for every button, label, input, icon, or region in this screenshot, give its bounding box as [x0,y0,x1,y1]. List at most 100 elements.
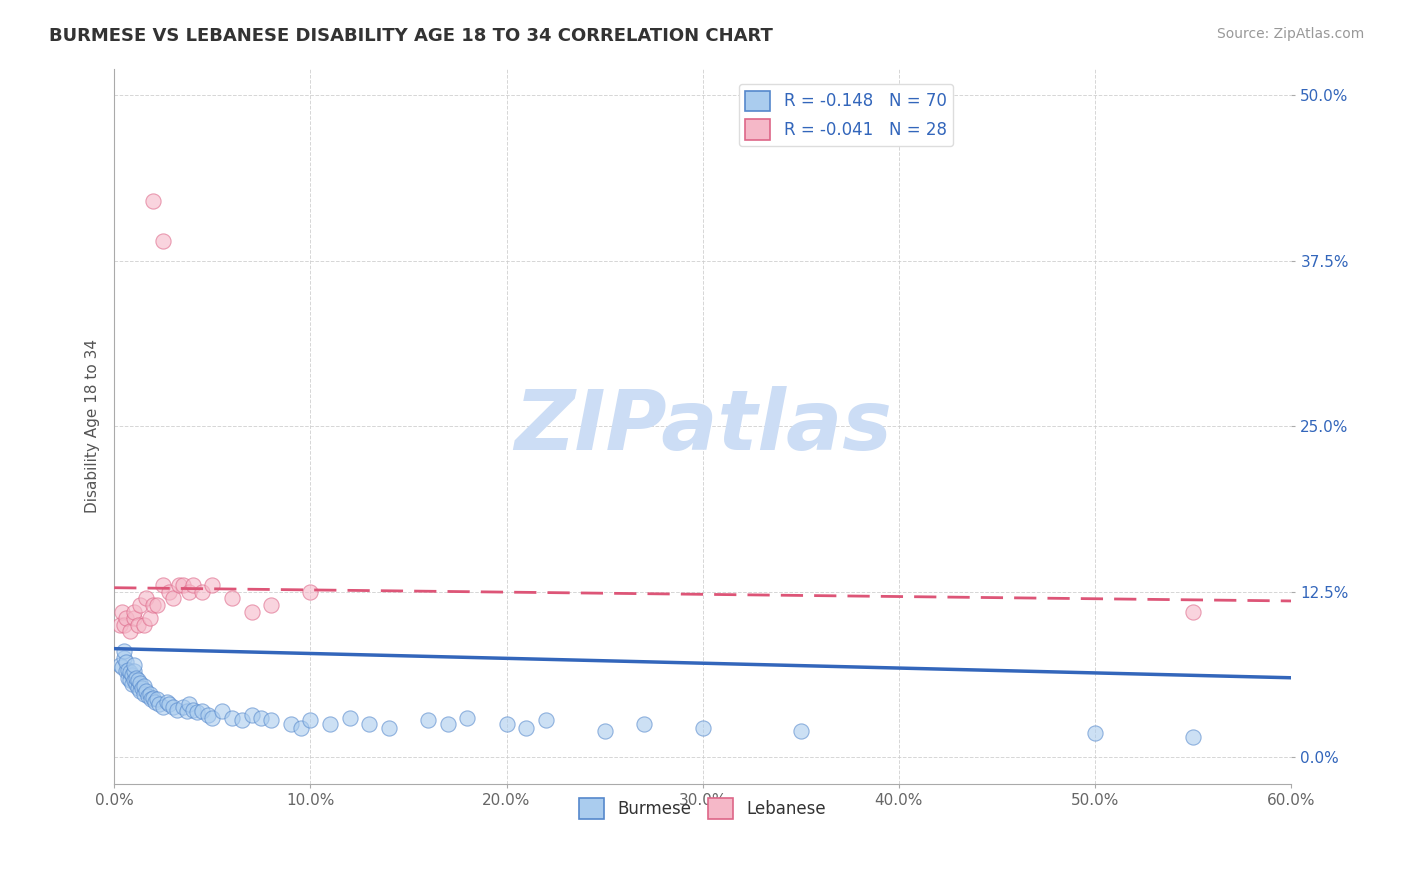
Point [790,723,813,738]
Point [117,663,139,677]
Point [260,713,283,727]
Point [436,717,458,731]
Point [299,584,322,599]
Point [290,721,312,735]
Point [136,690,159,704]
Point [172,578,194,592]
Point [115,611,138,625]
Point [177,698,200,712]
Point [122,664,145,678]
Point [157,698,180,712]
Point [132,617,155,632]
Point [416,713,439,727]
Point [162,591,184,606]
Point [128,598,150,612]
Point [692,721,714,735]
Point [108,617,131,632]
Point [1084,726,1107,740]
Text: ZIPatlas: ZIPatlas [513,385,891,467]
Point [141,692,163,706]
Point [132,679,155,693]
Point [146,692,169,706]
Point [162,700,184,714]
Point [115,655,138,669]
Point [1182,731,1205,745]
Point [176,704,198,718]
Point [118,665,141,680]
Point [260,598,283,612]
Point [201,578,224,592]
Point [221,591,243,606]
Point [128,676,150,690]
Point [201,710,224,724]
Point [138,687,160,701]
Point [145,695,167,709]
Point [359,717,381,731]
Point [148,698,170,712]
Point [127,681,149,696]
Point [156,695,179,709]
Point [127,673,149,688]
Point [191,584,214,599]
Point [181,578,204,592]
Point [167,578,190,592]
Point [117,671,139,685]
Point [515,721,537,735]
Point [125,671,148,685]
Point [122,611,145,625]
Point [112,651,135,665]
Point [534,713,557,727]
Point [138,611,160,625]
Text: BURMESE VS LEBANESE DISABILITY AGE 18 TO 34 CORRELATION CHART: BURMESE VS LEBANESE DISABILITY AGE 18 TO… [49,27,773,45]
Point [280,717,302,731]
Point [132,687,155,701]
Point [118,673,141,688]
Point [177,584,200,599]
Point [172,700,194,714]
Point [112,644,135,658]
Point [593,723,616,738]
Point [122,657,145,672]
Point [378,721,401,735]
Point [633,717,655,731]
Point [122,605,145,619]
Point [146,598,169,612]
Point [186,705,208,719]
Point [121,668,143,682]
Point [111,660,134,674]
Text: Source: ZipAtlas.com: Source: ZipAtlas.com [1216,27,1364,41]
Point [339,710,361,724]
Point [191,704,214,718]
Point [111,605,134,619]
Point [157,584,180,599]
Point [152,234,174,248]
Point [121,677,143,691]
Point [211,704,233,718]
Legend: Burmese, Lebanese: Burmese, Lebanese [572,792,832,825]
Point [118,624,141,639]
Point [166,702,188,716]
Point [221,710,243,724]
Point [135,684,157,698]
Point [495,717,517,731]
Point [1182,605,1205,619]
Point [197,707,219,722]
Point [128,684,150,698]
Point [131,681,153,696]
Point [240,605,263,619]
Point [181,702,204,716]
Point [299,713,322,727]
Point [142,690,165,705]
Point [112,617,135,632]
Point [240,707,263,722]
Point [115,664,138,678]
Point [125,677,148,691]
Point [319,717,342,731]
Point [108,657,131,672]
Point [122,673,145,688]
Point [127,617,149,632]
Point [231,713,253,727]
Point [142,598,165,612]
Point [142,194,165,208]
Point [456,710,478,724]
